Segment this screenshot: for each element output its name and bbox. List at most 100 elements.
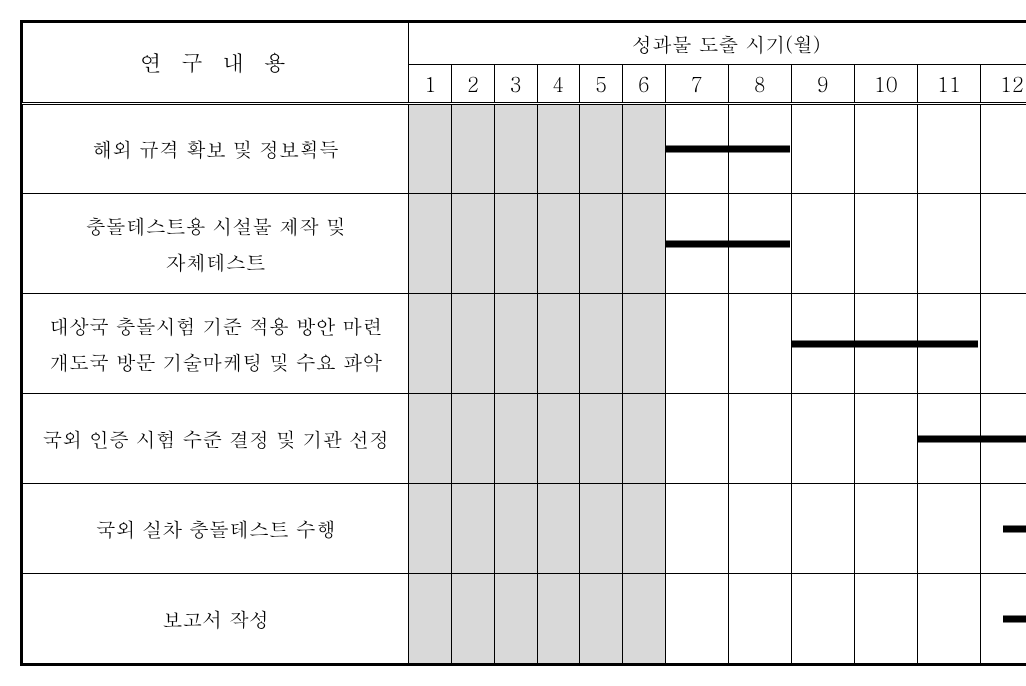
month-cell: [791, 394, 854, 484]
task-label: 대상국 충돌시험 기준 적용 방안 마련개도국 방문 기술마케팅 및 수요 파악: [23, 294, 409, 394]
month-cell: [494, 394, 537, 484]
gantt-body: 해외 규격 확보 및 정보획득충돌테스트용 시설물 제작 및자체테스트대상국 충…: [23, 104, 1026, 664]
month-cell: [854, 394, 917, 484]
gantt-bar: [792, 340, 978, 347]
month-cell: [537, 484, 580, 574]
month-cell: [980, 484, 1026, 574]
month-cell: [980, 104, 1026, 194]
month-header-8: 8: [728, 65, 791, 104]
month-cell: [494, 574, 537, 664]
month-cell: [980, 194, 1026, 294]
month-header-5: 5: [580, 65, 623, 104]
month-cell: [409, 104, 452, 194]
task-label: 해외 규격 확보 및 정보획득: [23, 104, 409, 194]
month-cell: [580, 394, 623, 484]
month-cell: [917, 574, 980, 664]
month-cell: [791, 104, 854, 194]
task-row: 대상국 충돌시험 기준 적용 방안 마련개도국 방문 기술마케팅 및 수요 파악: [23, 294, 1026, 394]
month-cell: [665, 484, 728, 574]
month-cell: [791, 484, 854, 574]
month-cell: [665, 574, 728, 664]
header-timeline: 성과물 도출 시기(월): [409, 23, 1026, 65]
month-cell: [494, 294, 537, 394]
gantt-bar: [1003, 525, 1026, 532]
task-row: 해외 규격 확보 및 정보획득: [23, 104, 1026, 194]
month-header-1: 1: [409, 65, 452, 104]
month-header-7: 7: [665, 65, 728, 104]
task-row: 국외 인증 시험 수준 결정 및 기관 선정: [23, 394, 1026, 484]
gantt-bar: [1003, 615, 1026, 622]
month-cell: [452, 574, 495, 664]
task-label: 국외 실차 충돌테스트 수행: [23, 484, 409, 574]
month-cell: [728, 484, 791, 574]
task-label: 보고서 작성: [23, 574, 409, 664]
month-cell: [409, 194, 452, 294]
month-cell: [622, 574, 665, 664]
month-cell: [537, 394, 580, 484]
gantt-bar: [666, 240, 790, 247]
month-cell: [580, 194, 623, 294]
month-cell: [791, 574, 854, 664]
month-cell: [622, 394, 665, 484]
month-cell: [409, 484, 452, 574]
month-cell: [452, 104, 495, 194]
month-cell: [537, 294, 580, 394]
task-label: 충돌테스트용 시설물 제작 및자체테스트: [23, 194, 409, 294]
month-cell: [409, 574, 452, 664]
task-label: 국외 인증 시험 수준 결정 및 기관 선정: [23, 394, 409, 484]
month-header-9: 9: [791, 65, 854, 104]
month-cell: [622, 104, 665, 194]
month-header-6: 6: [622, 65, 665, 104]
month-cell: [665, 194, 728, 294]
schedule-table: 연 구 내 용 성과물 도출 시기(월) 123456789101112 해외 …: [22, 22, 1026, 664]
month-cell: [854, 194, 917, 294]
month-cell: [580, 484, 623, 574]
month-cell: [452, 194, 495, 294]
month-cell: [854, 484, 917, 574]
task-row: 충돌테스트용 시설물 제작 및자체테스트: [23, 194, 1026, 294]
month-cell: [917, 194, 980, 294]
month-cell: [537, 194, 580, 294]
month-cell: [537, 104, 580, 194]
month-cell: [854, 574, 917, 664]
task-row: 보고서 작성: [23, 574, 1026, 664]
month-cell: [728, 294, 791, 394]
month-cell: [728, 574, 791, 664]
month-cell: [452, 394, 495, 484]
month-cell: [980, 294, 1026, 394]
gantt-table: 연 구 내 용 성과물 도출 시기(월) 123456789101112 해외 …: [20, 20, 1026, 666]
month-cell: [452, 484, 495, 574]
month-header-12: 12: [980, 65, 1026, 104]
month-header-2: 2: [452, 65, 495, 104]
task-row: 국외 실차 충돌테스트 수행: [23, 484, 1026, 574]
header-label: 연 구 내 용: [23, 23, 409, 104]
month-cell: [409, 394, 452, 484]
month-cell: [580, 104, 623, 194]
month-cell: [622, 294, 665, 394]
month-cell: [537, 574, 580, 664]
month-cell: [791, 294, 854, 394]
month-cell: [665, 294, 728, 394]
month-cell: [580, 294, 623, 394]
month-cell: [622, 484, 665, 574]
month-header-10: 10: [854, 65, 917, 104]
month-cell: [917, 484, 980, 574]
month-cell: [622, 194, 665, 294]
month-cell: [791, 194, 854, 294]
month-header-4: 4: [537, 65, 580, 104]
month-cell: [917, 104, 980, 194]
month-cell: [854, 104, 917, 194]
month-cell: [917, 394, 980, 484]
month-header-3: 3: [494, 65, 537, 104]
gantt-bar: [918, 435, 1026, 442]
month-cell: [452, 294, 495, 394]
month-cell: [665, 104, 728, 194]
month-cell: [494, 484, 537, 574]
gantt-bar: [666, 146, 790, 153]
month-cell: [728, 394, 791, 484]
month-cell: [494, 104, 537, 194]
month-cell: [494, 194, 537, 294]
month-cell: [980, 574, 1026, 664]
month-header-11: 11: [917, 65, 980, 104]
month-cell: [409, 294, 452, 394]
